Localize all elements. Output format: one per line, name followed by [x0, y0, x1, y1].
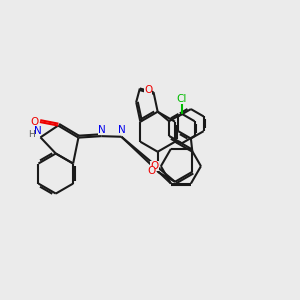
Text: O: O [144, 85, 152, 95]
Text: O: O [150, 161, 158, 171]
Text: Cl: Cl [177, 94, 187, 104]
Text: N: N [98, 125, 105, 135]
Text: N: N [118, 125, 125, 135]
Text: O: O [31, 117, 39, 127]
Text: H: H [28, 130, 34, 140]
Text: N: N [34, 126, 41, 136]
Text: O: O [147, 166, 155, 176]
